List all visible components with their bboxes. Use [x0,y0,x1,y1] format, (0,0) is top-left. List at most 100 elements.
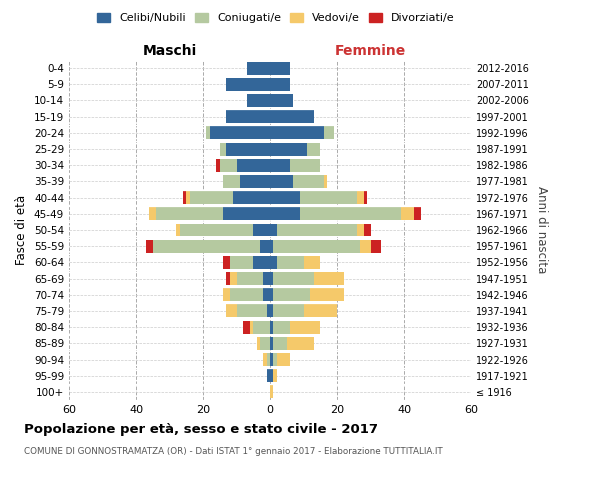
Bar [304,256,320,269]
Bar [270,208,300,220]
Bar [263,272,270,285]
Text: COMUNE DI GONNOSTRAMATZA (OR) - Dati ISTAT 1° gennaio 2017 - Elaborazione TUTTIT: COMUNE DI GONNOSTRAMATZA (OR) - Dati IST… [24,448,443,456]
Bar [263,288,270,301]
Bar [304,304,337,318]
Bar [274,304,304,318]
Bar [270,126,323,140]
Bar [263,353,266,366]
Y-axis label: Anni di nascita: Anni di nascita [535,186,548,274]
Bar [293,175,323,188]
Bar [270,94,293,107]
Bar [266,353,270,366]
Bar [270,240,274,252]
Bar [226,78,270,91]
Bar [176,224,179,236]
Bar [186,191,190,204]
Bar [223,288,230,301]
Bar [357,224,364,236]
Bar [206,126,210,140]
Bar [414,208,421,220]
Bar [226,142,270,156]
Bar [270,386,274,398]
Bar [277,256,304,269]
Bar [260,337,270,350]
Bar [274,369,277,382]
Bar [220,142,226,156]
Bar [270,256,277,269]
Bar [323,126,334,140]
Bar [270,142,307,156]
Text: Maschi: Maschi [142,44,197,58]
Bar [274,337,287,350]
Bar [270,320,274,334]
Bar [260,240,270,252]
Bar [270,304,274,318]
Bar [266,369,270,382]
Bar [247,94,270,107]
Bar [274,320,290,334]
Bar [240,175,270,188]
Bar [183,191,186,204]
Bar [364,224,371,236]
Bar [270,337,274,350]
Bar [223,208,270,220]
Bar [236,272,263,285]
Bar [146,240,153,252]
Bar [236,304,266,318]
Bar [270,288,274,301]
Bar [270,62,290,74]
Bar [277,353,290,366]
Bar [274,353,277,366]
Bar [371,240,380,252]
Bar [250,320,253,334]
Bar [323,175,327,188]
Bar [153,240,260,252]
Bar [179,224,253,236]
Bar [270,353,274,366]
Bar [230,272,236,285]
Bar [361,240,371,252]
Bar [220,159,236,172]
Bar [274,288,310,301]
Bar [149,208,156,220]
Bar [270,224,277,236]
Bar [270,175,293,188]
Bar [210,126,270,140]
Bar [357,191,364,204]
Bar [270,78,290,91]
Bar [223,175,240,188]
Bar [274,240,361,252]
Text: Femmine: Femmine [335,44,406,58]
Bar [307,142,320,156]
Bar [401,208,414,220]
Bar [270,272,274,285]
Bar [230,256,253,269]
Bar [270,369,274,382]
Bar [270,110,314,123]
Bar [253,224,270,236]
Bar [236,159,270,172]
Bar [300,208,401,220]
Legend: Celibi/Nubili, Coniugati/e, Vedovi/e, Divorziati/e: Celibi/Nubili, Coniugati/e, Vedovi/e, Di… [93,8,459,28]
Bar [270,191,300,204]
Bar [190,191,233,204]
Bar [230,288,263,301]
Bar [226,304,236,318]
Bar [314,272,344,285]
Bar [217,159,220,172]
Bar [156,208,223,220]
Bar [226,110,270,123]
Bar [253,320,270,334]
Bar [364,191,367,204]
Bar [270,159,290,172]
Bar [243,320,250,334]
Bar [310,288,344,301]
Bar [277,224,357,236]
Y-axis label: Fasce di età: Fasce di età [16,195,28,265]
Bar [274,272,314,285]
Bar [257,337,260,350]
Bar [290,159,320,172]
Bar [290,320,320,334]
Bar [287,337,314,350]
Bar [223,256,230,269]
